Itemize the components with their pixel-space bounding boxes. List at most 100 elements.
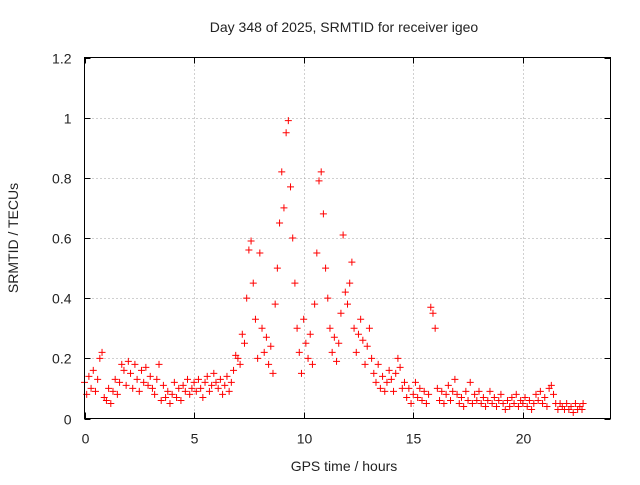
data-point [280, 204, 288, 212]
data-point [554, 405, 562, 413]
data-point [302, 339, 310, 347]
data-point [407, 399, 415, 407]
data-point [473, 396, 481, 404]
data-point [142, 363, 150, 371]
data-point [159, 381, 167, 389]
data-point [539, 399, 547, 407]
data-point [120, 366, 128, 374]
data-point [357, 315, 365, 323]
data-point [289, 234, 297, 242]
data-point [479, 393, 487, 401]
data-point [175, 384, 183, 392]
data-point [523, 402, 531, 410]
data-point [328, 348, 336, 356]
data-point [230, 366, 238, 374]
data-point [488, 399, 496, 407]
x-tick-label: 0 [82, 431, 90, 447]
data-point [354, 330, 362, 338]
data-point [495, 396, 503, 404]
data-point [429, 309, 437, 317]
data-point [403, 393, 411, 401]
points-layer [81, 117, 587, 416]
data-point [225, 387, 233, 395]
data-point [420, 387, 428, 395]
data-point [153, 375, 161, 383]
data-point [146, 372, 154, 380]
data-point [409, 390, 417, 398]
data-point [284, 117, 292, 125]
data-point [453, 390, 461, 398]
data-point [177, 396, 185, 404]
data-point [293, 324, 301, 332]
data-point [98, 348, 106, 356]
data-point [396, 363, 404, 371]
data-point [346, 279, 354, 287]
data-point [240, 339, 248, 347]
data-point [197, 384, 205, 392]
data-point [313, 249, 321, 257]
data-point [192, 387, 200, 395]
data-point [260, 348, 268, 356]
data-point [291, 279, 299, 287]
data-point [214, 384, 222, 392]
data-point [118, 360, 126, 368]
plot-frame [84, 57, 611, 419]
data-point [381, 387, 389, 395]
data-point [365, 324, 373, 332]
data-point [273, 264, 281, 272]
data-point [89, 366, 97, 374]
data-point [247, 237, 255, 245]
data-point [208, 381, 216, 389]
data-point [129, 384, 137, 392]
data-point [425, 390, 433, 398]
data-point [422, 399, 430, 407]
data-point [105, 384, 113, 392]
data-point [512, 390, 520, 398]
data-point [282, 129, 290, 137]
x-tick-label: 10 [297, 431, 313, 447]
y-tick-label: 0.6 [52, 231, 72, 247]
data-point [370, 369, 378, 377]
data-point [258, 324, 266, 332]
data-point [168, 390, 176, 398]
data-point [376, 384, 384, 392]
data-point [238, 330, 246, 338]
y-axis-label: SRMTID / TECUs [5, 183, 21, 293]
data-point [508, 393, 516, 401]
data-point [578, 405, 586, 413]
data-point [387, 375, 395, 383]
data-point [416, 384, 424, 392]
data-point [359, 336, 367, 344]
data-point [308, 360, 316, 368]
data-point [234, 354, 242, 362]
chart-title: Day 348 of 2025, SRMTID for receiver ige… [210, 19, 479, 35]
data-point [543, 402, 551, 410]
data-point [297, 369, 305, 377]
data-point [243, 294, 251, 302]
data-point [440, 399, 448, 407]
data-point [567, 402, 575, 410]
y-tick-label: 0.4 [52, 291, 72, 307]
data-point [541, 393, 549, 401]
data-point [411, 378, 419, 386]
data-point [140, 378, 148, 386]
data-point [352, 348, 360, 356]
y-tick-label: 1 [64, 111, 72, 127]
data-point [525, 396, 533, 404]
x-tick-label: 5 [191, 431, 199, 447]
data-point [109, 387, 117, 395]
y-tick-label: 0 [64, 412, 72, 428]
data-point [251, 315, 259, 323]
data-point [350, 324, 358, 332]
data-point [173, 393, 181, 401]
data-point [295, 348, 303, 356]
data-point [155, 360, 163, 368]
data-point [455, 399, 463, 407]
data-point [486, 387, 494, 395]
data-point [464, 396, 472, 404]
data-point [254, 354, 262, 362]
data-point [514, 402, 522, 410]
data-point [148, 384, 156, 392]
data-point [107, 399, 115, 407]
